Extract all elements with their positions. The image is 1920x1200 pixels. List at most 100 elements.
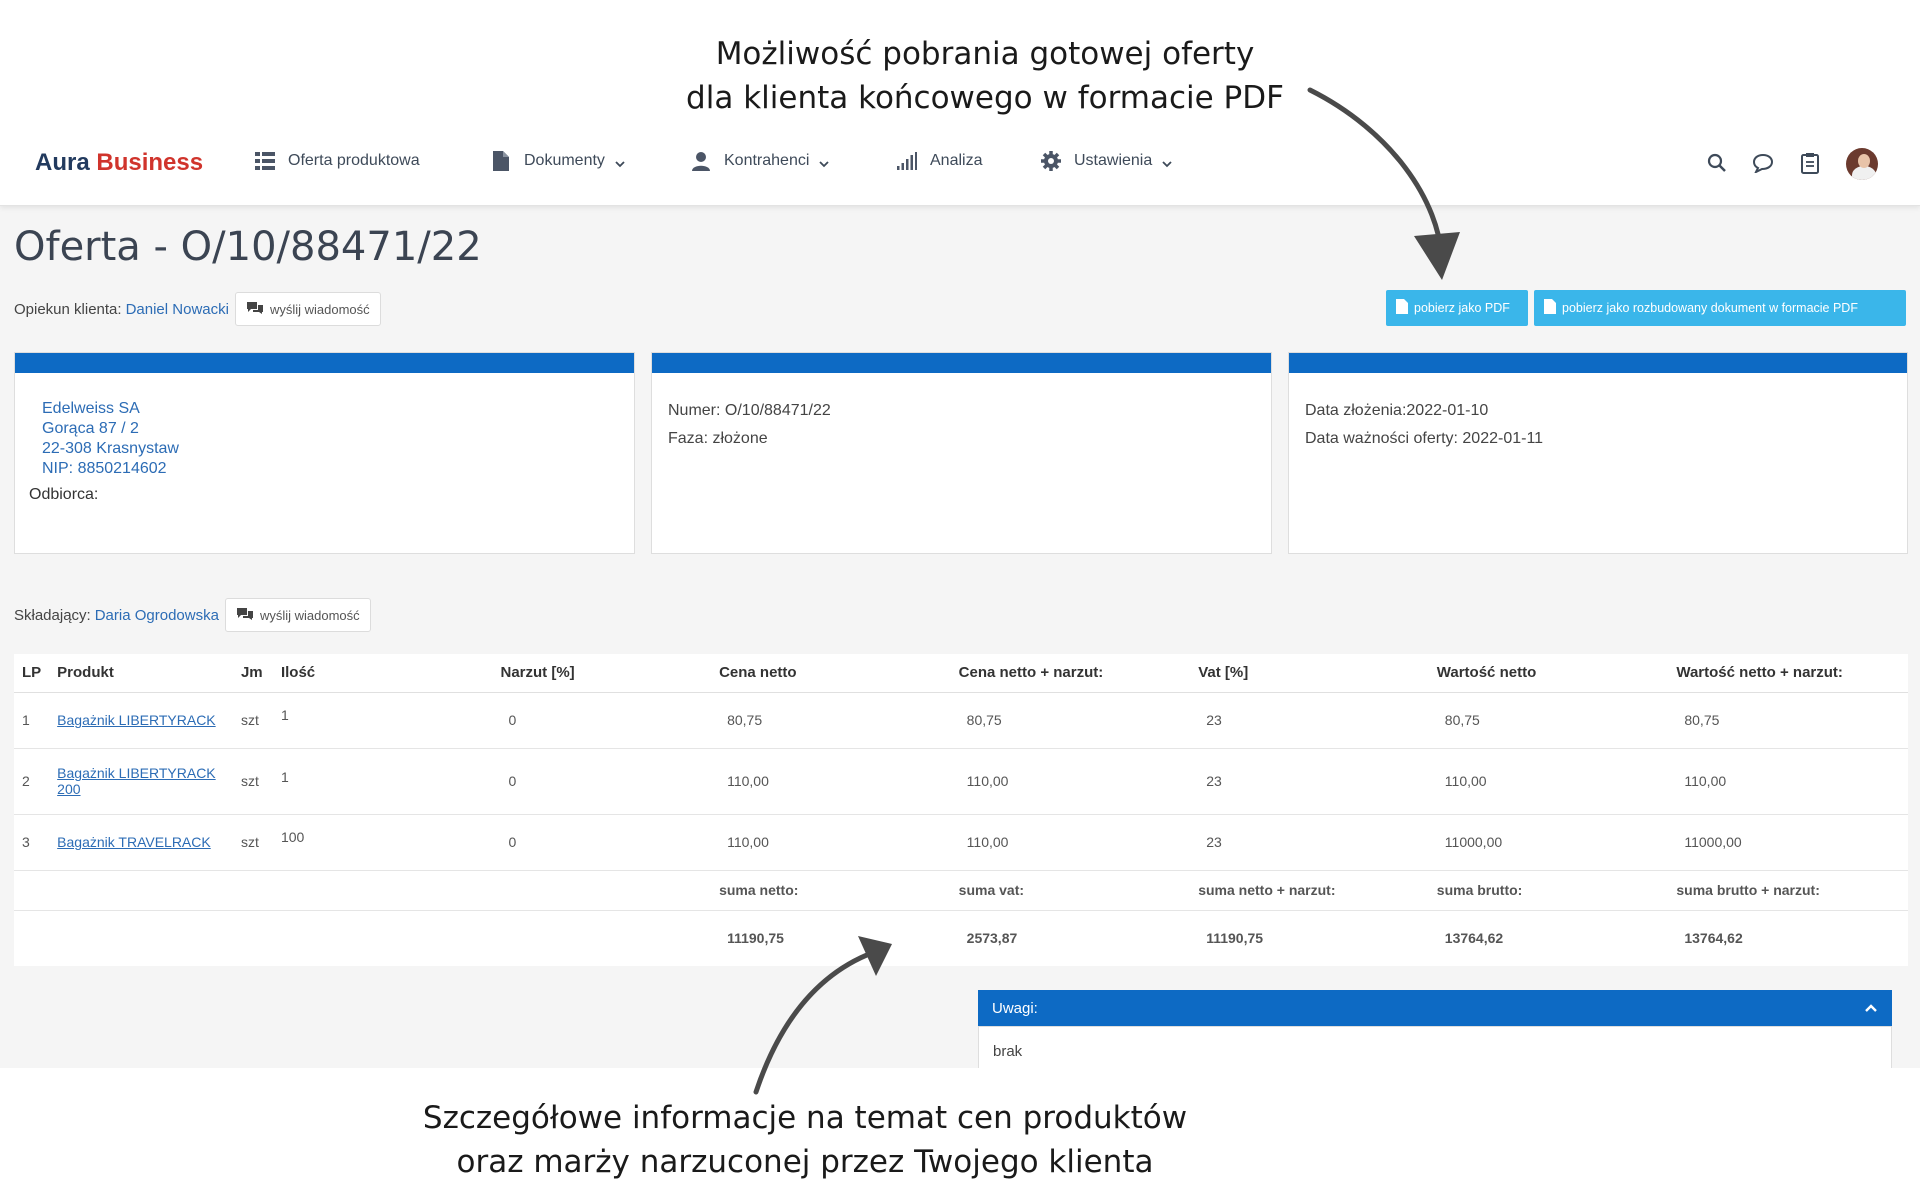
cell-jm: szt [232, 814, 273, 871]
uwagi-title: Uwagi: [992, 999, 1038, 1017]
gear-icon [1040, 150, 1062, 172]
nav-item-kontrahenci[interactable]: Kontrahenci [690, 150, 830, 172]
nav-item-analiza[interactable]: Analiza [896, 150, 982, 172]
summary-value-vat: 2573,87 [966, 930, 1018, 947]
col-header-cena-narzut: Cena netto + narzut: [950, 654, 1191, 693]
cell-ilosc: 100 [272, 814, 493, 871]
file-pdf-icon [1544, 299, 1556, 317]
col-header-cena-netto: Cena netto [711, 654, 951, 693]
uwagi-header[interactable]: Uwagi: [978, 990, 1892, 1026]
download-extended-pdf-button[interactable]: pobierz jako rozbudowany dokument w form… [1534, 290, 1906, 326]
brand-part2: Business [96, 149, 204, 176]
top-navbar: Aura Business Oferta produktowa Dokument… [0, 120, 1920, 206]
brand-logo[interactable]: Aura Business [35, 149, 203, 177]
summary-values-row: 11190,75 2573,87 11190,75 13764,62 13764… [14, 910, 1908, 966]
product-link[interactable]: Bagażnik LIBERTYRACK [57, 712, 216, 728]
comments-icon [246, 301, 264, 318]
skladajacy-link[interactable]: Daria Ogrodowska [94, 606, 219, 624]
offer-phase: Faza: złożone [668, 430, 768, 447]
nav-label-ustawienia: Ustawienia [1074, 152, 1153, 169]
col-header-wartosc-netto: Wartość netto [1428, 654, 1669, 693]
annotation-prices: Szczegółowe informacje na temat cen prod… [390, 1096, 1220, 1184]
cell-wartosc-narzut: 110,00 [1668, 748, 1908, 815]
summary-value-brutto-narzut: 13764,62 [1684, 930, 1743, 947]
client-city: 22-308 Krasnystaw [42, 440, 179, 457]
cell-vat: 23 [1190, 748, 1429, 815]
annotation-pdf-line1: Możliwość pobrania gotowej oferty [715, 36, 1255, 72]
nav-item-ustawienia[interactable]: Ustawienia [1040, 150, 1172, 172]
skladajacy-line: Składający: Daria Ogrodowska wyślij wiad… [14, 598, 371, 632]
cell-lp: 1 [14, 692, 50, 749]
chevron-down-icon [615, 156, 625, 168]
cell-vat: 23 [1190, 814, 1429, 871]
nav-label-dokumenty: Dokumenty [524, 152, 605, 169]
summary-value-brutto: 13764,62 [1444, 930, 1504, 947]
cell-narzut: 0 [492, 748, 712, 815]
table-header-row: LP Produkt Jm Ilość Narzut [%] Cena nett… [14, 654, 1908, 693]
cell-wartosc-narzut: 80,75 [1668, 692, 1908, 749]
cell-vat: 23 [1190, 692, 1429, 749]
nav-label-analiza: Analiza [930, 152, 983, 169]
nav-item-oferta[interactable]: Oferta produktowa [254, 150, 420, 172]
summary-value-netto: 11190,75 [727, 930, 784, 947]
nav-item-dokumenty[interactable]: Dokumenty [490, 150, 625, 172]
chat-icon[interactable] [1750, 150, 1776, 176]
cell-wartosc-netto: 110,00 [1428, 748, 1669, 815]
cell-cena-netto: 110,00 [711, 814, 951, 871]
col-header-narzut: Narzut [%] [492, 654, 712, 693]
chevron-down-icon [1162, 156, 1172, 168]
avatar[interactable] [1846, 148, 1878, 180]
opiekun-line: Opiekun klienta: Daniel Nowacki wyślij w… [14, 292, 381, 326]
summary-value-netto-narzut: 11190,75 [1206, 930, 1264, 947]
summary-label-netto: suma netto: [711, 870, 951, 911]
odbiorca-label: Odbiorca: [29, 486, 99, 503]
annotation-prices-line1: Szczegółowe informacje na temat cen prod… [422, 1100, 1188, 1136]
app-window: Aura Business Oferta produktowa Dokument… [0, 120, 1920, 1068]
nav-label-oferta: Oferta produktowa [288, 152, 420, 169]
card-header-bar [652, 353, 1271, 373]
cell-jm: szt [232, 692, 273, 749]
annotation-pdf: Możliwość pobrania gotowej oferty dla kl… [640, 32, 1330, 120]
brand-part1: Aura [35, 149, 90, 176]
download-pdf-label: pobierz jako PDF [1414, 301, 1510, 315]
send-message-button[interactable]: wyślij wiadomość [234, 292, 381, 326]
uwagi-content: brak [978, 1026, 1892, 1068]
summary-label-brutto-narzut: suma brutto + narzut: [1668, 870, 1908, 911]
submission-date: Data złożenia:2022-01-10 [1305, 402, 1489, 419]
download-pdf-button[interactable]: pobierz jako PDF [1386, 290, 1528, 326]
cell-cena-netto: 110,00 [711, 748, 951, 815]
send-message-label: wyślij wiadomość [269, 301, 370, 317]
chevron-up-icon[interactable] [1864, 1000, 1878, 1017]
col-header-ilosc: Ilość [272, 654, 493, 693]
download-extended-pdf-label: pobierz jako rozbudowany dokument w form… [1562, 301, 1858, 315]
user-icon [690, 150, 712, 172]
summary-label-netto-narzut: suma netto + narzut: [1190, 870, 1429, 911]
cell-narzut: 0 [492, 814, 712, 871]
table-row: 3 Bagażnik TRAVELRACK szt 100 0 110,00 1… [14, 814, 1908, 871]
cell-narzut: 0 [492, 692, 712, 749]
validity-date: Data ważności oferty: 2022-01-11 [1305, 430, 1544, 447]
dates-card: Data złożenia:2022-01-10 Data ważności o… [1288, 352, 1908, 554]
product-link[interactable]: Bagażnik TRAVELRACK [57, 834, 211, 850]
cell-ilosc: 1 [272, 692, 493, 749]
opiekun-link[interactable]: Daniel Nowacki [125, 300, 229, 318]
search-icon[interactable] [1704, 150, 1730, 176]
cell-cena-narzut: 80,75 [950, 692, 1191, 749]
file-pdf-icon [1396, 299, 1408, 317]
summary-labels-row: suma netto: suma vat: suma netto + narzu… [14, 870, 1908, 911]
signal-bars-icon [896, 150, 918, 172]
opiekun-label: Opiekun klienta: [14, 300, 122, 318]
send-message-label: wyślij wiadomość [259, 607, 360, 623]
client-name[interactable]: Edelweiss SA [42, 400, 140, 417]
clipboard-icon[interactable] [1797, 150, 1823, 176]
card-header-bar [15, 353, 634, 373]
send-message-button[interactable]: wyślij wiadomość [224, 598, 371, 632]
col-header-lp: LP [14, 654, 50, 693]
cell-cena-narzut: 110,00 [950, 748, 1191, 815]
cell-ilosc: 1 [272, 748, 493, 815]
summary-label-vat: suma vat: [950, 870, 1191, 911]
col-header-vat: Vat [%] [1190, 654, 1429, 693]
product-link[interactable]: Bagażnik LIBERTYRACK 200 [57, 765, 216, 797]
annotation-pdf-line2: dla klienta końcowego w formacie PDF [686, 80, 1284, 116]
grid-list-icon [254, 150, 276, 172]
